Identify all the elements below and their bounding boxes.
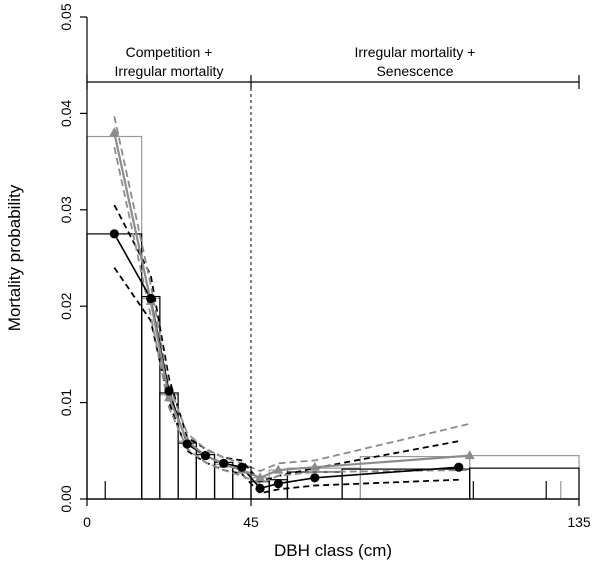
y-tick-label-0: 0.00 <box>58 485 74 512</box>
y-tick-label-4: 0.04 <box>58 100 74 127</box>
y-axis-title: Mortality probability <box>5 184 24 331</box>
series-line-layer <box>113 132 470 490</box>
ci-lower-grey <box>113 146 470 485</box>
y-tick-label-5: 0.05 <box>58 3 74 30</box>
point-grey-7 <box>255 472 266 482</box>
hist-bar-black-11 <box>469 467 580 500</box>
point-grey-8 <box>273 464 284 474</box>
point-black-0 <box>109 229 119 239</box>
point-black-5 <box>219 458 229 468</box>
point-black-8 <box>273 478 283 489</box>
series-line-grey <box>113 132 470 479</box>
point-black-7 <box>255 483 265 493</box>
point-black-2 <box>164 386 174 396</box>
hist-bar-grey-11 <box>469 455 580 500</box>
point-black-10 <box>454 462 464 472</box>
point-grey-2 <box>164 392 174 402</box>
point-black-4 <box>200 451 211 461</box>
point-black-9 <box>310 473 320 483</box>
histogram-layer <box>86 135 580 500</box>
point-grey-0 <box>109 127 120 137</box>
x-tick-label-0: 0 <box>83 514 91 530</box>
x-tick-label-1: 45 <box>243 514 259 530</box>
y-tick-label-1: 0.01 <box>58 389 74 416</box>
point-grey-9 <box>309 461 320 471</box>
series-marker-layer <box>109 127 475 493</box>
rug-layer <box>104 481 562 499</box>
region-label-0-0: Competition + <box>126 44 213 60</box>
confidence-band-layer <box>113 116 470 495</box>
hist-bar-grey-6 <box>232 471 252 500</box>
y-tick-label-2: 0.02 <box>58 292 74 319</box>
ci-upper-grey <box>113 116 470 473</box>
x-tick-label-2: 135 <box>567 514 591 530</box>
ci-upper-black <box>113 204 459 483</box>
region-label-1-0: Irregular mortality + <box>355 44 476 60</box>
hist-bar-black-0 <box>86 233 143 500</box>
hist-bar-grey-9 <box>286 467 361 500</box>
point-grey-10 <box>464 450 475 460</box>
hist-bar-grey-0 <box>86 135 143 500</box>
point-black-6 <box>237 462 247 472</box>
axes-layer: 0.00 0.01 0.02 0.03 0.04 0.05 0 45 135 DBH class … <box>5 3 591 560</box>
region-label-1-1: Senescence <box>376 63 453 79</box>
point-black-3 <box>182 439 192 449</box>
point-black-1 <box>146 293 156 304</box>
x-axis-title: DBH class (cm) <box>274 541 392 560</box>
y-tick-label-3: 0.03 <box>58 196 74 223</box>
region-annotation-layer: Competition + Irregular mortality Irregula… <box>86 44 580 89</box>
region-label-0-1: Irregular mortality <box>115 63 224 79</box>
